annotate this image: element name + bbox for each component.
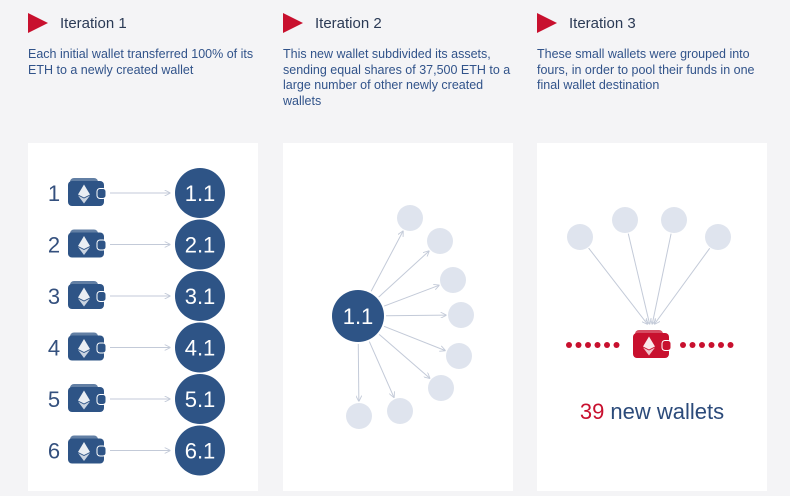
wallet-node-label: 5.1 (185, 387, 216, 412)
iteration-1-panel: 1 1.1 2 2.1 3 3.1 4 4.1 5 5.1 6 6.1 (28, 143, 258, 491)
satellite-wallet-node (440, 267, 466, 293)
wallet-node (175, 425, 225, 476)
source-wallet-node (332, 290, 384, 342)
wallet-node (175, 322, 225, 373)
row-number: 3 (48, 284, 60, 309)
satellite-wallet-node (446, 343, 472, 369)
play-icon (28, 13, 48, 33)
chain-dot (575, 342, 582, 348)
chain-dot (708, 342, 715, 348)
row-number: 5 (48, 387, 60, 412)
wallet-node (175, 168, 225, 218)
iteration-2-header: Iteration 2 (283, 12, 382, 34)
row-number: 2 (48, 233, 60, 258)
chain-dot (594, 342, 601, 348)
wallet-node-label: 1.1 (185, 181, 216, 206)
row-number: 6 (48, 439, 60, 464)
satellite-wallet-node (427, 228, 453, 254)
wallet-node-label: 2.1 (185, 233, 216, 258)
chain-dot (566, 342, 572, 348)
wallet-eth-icon (68, 229, 107, 258)
split-arrow (358, 343, 359, 401)
new-wallets-count: 39 (580, 399, 604, 424)
split-arrow (370, 231, 403, 292)
chain-dot (613, 342, 620, 348)
wallet-eth-icon (68, 281, 107, 309)
satellite-wallet-node (387, 398, 413, 424)
wallet-node-label: 4.1 (185, 336, 216, 361)
row-number: 4 (48, 336, 60, 361)
play-icon (537, 13, 557, 33)
chain-dot (680, 342, 686, 348)
split-arrow (383, 325, 445, 350)
iteration-2-description: This new wallet subdivided its assets, s… (283, 47, 511, 108)
chain-dot (718, 342, 724, 348)
iteration-3-description: These small wallets were grouped into fo… (537, 47, 755, 92)
pool-arrow (627, 233, 649, 324)
new-wallets-label: new wallets (604, 399, 724, 424)
iteration-2-title: Iteration 2 (315, 14, 382, 32)
wallet-eth-red-icon (633, 330, 672, 358)
iteration-3-diagram: 39 new wallets (566, 207, 734, 424)
chain-dot (585, 342, 591, 348)
satellite-wallet-node (397, 205, 423, 231)
wallet-node (175, 374, 225, 424)
chain-dot (604, 342, 610, 348)
pool-arrow (588, 247, 648, 324)
wallet-eth-icon (68, 332, 107, 361)
iteration-3-header: Iteration 3 (537, 12, 636, 34)
split-arrow (385, 315, 446, 316)
pool-arrow (655, 247, 711, 324)
iteration-1-description: Each initial wallet transferred 100% of … (28, 47, 254, 77)
iteration-3-panel: 39 new wallets (537, 143, 767, 491)
wallet-node-label: 3.1 (185, 284, 216, 309)
wallet-eth-icon (68, 435, 107, 464)
small-wallet-node (612, 207, 638, 233)
chain-dot (699, 342, 705, 348)
split-arrow (384, 285, 439, 307)
wallet-eth-icon (68, 178, 107, 206)
play-icon (283, 13, 303, 33)
wallet-eth-icon (68, 384, 107, 412)
satellite-wallet-node (346, 403, 372, 429)
iteration-2-panel: 1.1 (283, 143, 513, 491)
iteration-3-title: Iteration 3 (569, 14, 636, 32)
chain-dot (727, 342, 734, 348)
small-wallet-node (661, 207, 687, 233)
new-wallets-caption: 39 new wallets (580, 399, 724, 424)
chain-dot (689, 342, 696, 348)
wallet-node (175, 271, 225, 321)
satellite-wallet-node (448, 302, 474, 328)
iteration-2-diagram: 1.1 (332, 205, 474, 429)
small-wallet-node (705, 224, 731, 250)
iteration-1-header: Iteration 1 (28, 12, 127, 34)
iteration-1-title: Iteration 1 (60, 14, 127, 32)
source-wallet-label: 1.1 (343, 304, 374, 329)
wallet-node-label: 6.1 (185, 439, 216, 464)
split-arrow (368, 341, 394, 398)
satellite-wallet-node (428, 375, 454, 401)
small-wallet-node (567, 224, 593, 250)
wallet-node (175, 219, 225, 270)
iteration-1-diagram: 1 1.1 2 2.1 3 3.1 4 4.1 5 5.1 6 6.1 (48, 168, 225, 476)
pool-arrow (652, 233, 672, 324)
split-arrow (378, 251, 429, 298)
split-arrow (378, 333, 430, 378)
row-number: 1 (48, 181, 60, 206)
